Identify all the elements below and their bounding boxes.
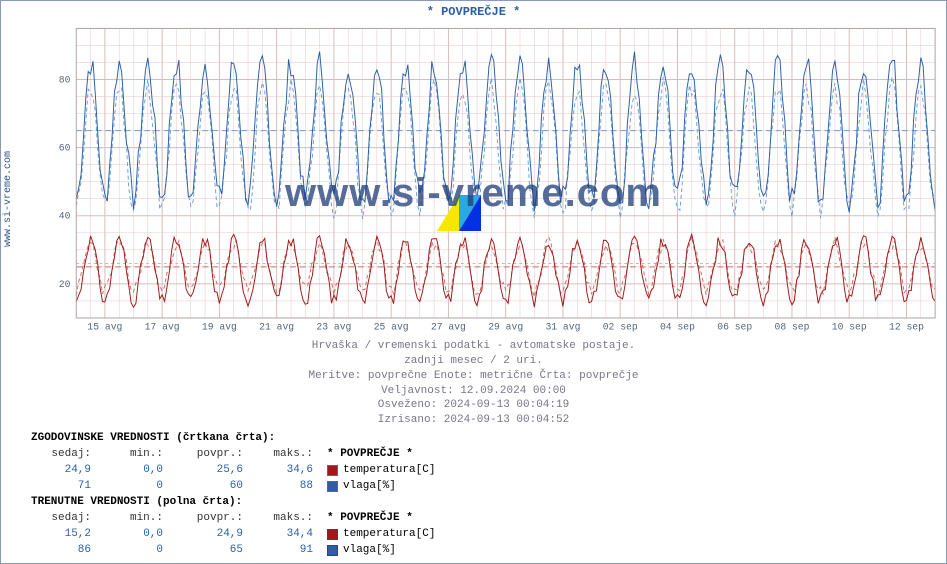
legend-swatch xyxy=(327,545,338,556)
stats-row: 15,20,024,934,4temperatura[C] xyxy=(31,527,435,543)
legend-swatch xyxy=(327,481,338,492)
legend-title: * POVPREČJE * xyxy=(327,511,413,527)
svg-text:40: 40 xyxy=(59,211,71,222)
caption-line: Hrvaška / vremenski podatki - avtomatske… xyxy=(1,339,946,354)
svg-text:29 avg: 29 avg xyxy=(488,322,523,333)
legend-item: vlaga[%] xyxy=(327,479,396,495)
svg-text:08 sep: 08 sep xyxy=(775,322,810,333)
y-source-label: www.si-vreme.com xyxy=(3,151,14,247)
svg-text:25 avg: 25 avg xyxy=(374,322,409,333)
stats-col-headers: sedaj:min.:povpr.:maks.:* POVPREČJE * xyxy=(31,447,435,463)
svg-text:21 avg: 21 avg xyxy=(259,322,294,333)
legend-item: temperatura[C] xyxy=(327,463,435,479)
legend-item: temperatura[C] xyxy=(327,527,435,543)
caption-block: Hrvaška / vremenski podatki - avtomatske… xyxy=(1,339,946,428)
legend-label: vlaga[%] xyxy=(343,479,396,495)
svg-text:31 avg: 31 avg xyxy=(545,322,580,333)
svg-text:12 sep: 12 sep xyxy=(889,322,924,333)
legend-label: vlaga[%] xyxy=(343,543,396,559)
svg-text:80: 80 xyxy=(59,74,71,85)
chart-svg: 20 40 60 80 15 avg 17 avg 19 avg 21 avg 23 avg 25… xyxy=(51,23,939,337)
stats-block: ZGODOVINSKE VREDNOSTI (črtkana črta):sed… xyxy=(31,431,435,559)
caption-line: zadnji mesec / 2 uri. xyxy=(1,354,946,369)
legend-label: temperatura[C] xyxy=(343,463,435,479)
stats-section-header: TRENUTNE VREDNOSTI (polna črta): xyxy=(31,495,435,511)
legend-item: vlaga[%] xyxy=(327,543,396,559)
svg-text:02 sep: 02 sep xyxy=(603,322,638,333)
svg-text:23 avg: 23 avg xyxy=(316,322,351,333)
legend-swatch xyxy=(327,529,338,540)
legend-label: temperatura[C] xyxy=(343,527,435,543)
stats-col-headers: sedaj:min.:povpr.:maks.:* POVPREČJE * xyxy=(31,511,435,527)
chart-title: * POVPREČJE * xyxy=(1,1,946,21)
chart-frame: * POVPREČJE * www.si-vreme.com 20 40 60 80 1… xyxy=(0,0,947,564)
caption-line: Osveženo: 2024-09-13 00:04:19 xyxy=(1,398,946,413)
legend-title: * POVPREČJE * xyxy=(327,447,413,463)
svg-text:15 avg: 15 avg xyxy=(87,322,122,333)
svg-text:60: 60 xyxy=(59,143,71,154)
stats-row: 7106088vlaga[%] xyxy=(31,479,435,495)
caption-line: Izrisano: 2024-09-13 00:04:52 xyxy=(1,413,946,428)
stats-row: 8606591vlaga[%] xyxy=(31,543,435,559)
caption-line: Meritve: povprečne Enote: metrične Črta:… xyxy=(1,369,946,384)
stats-row: 24,90,025,634,6temperatura[C] xyxy=(31,463,435,479)
svg-text:10 sep: 10 sep xyxy=(832,322,867,333)
svg-text:04 sep: 04 sep xyxy=(660,322,695,333)
svg-text:27 avg: 27 avg xyxy=(431,322,466,333)
legend-swatch xyxy=(327,465,338,476)
svg-text:06 sep: 06 sep xyxy=(717,322,752,333)
chart-plot-area: 2040608015 avg17 avg19 avg21 avg23 avg25… xyxy=(51,23,935,321)
svg-text:19 avg: 19 avg xyxy=(202,322,237,333)
svg-text:17 avg: 17 avg xyxy=(145,322,180,333)
stats-section-header: ZGODOVINSKE VREDNOSTI (črtkana črta): xyxy=(31,431,435,447)
caption-line: Veljavnost: 12.09.2024 00:00 xyxy=(1,384,946,399)
svg-text:20: 20 xyxy=(59,279,71,290)
